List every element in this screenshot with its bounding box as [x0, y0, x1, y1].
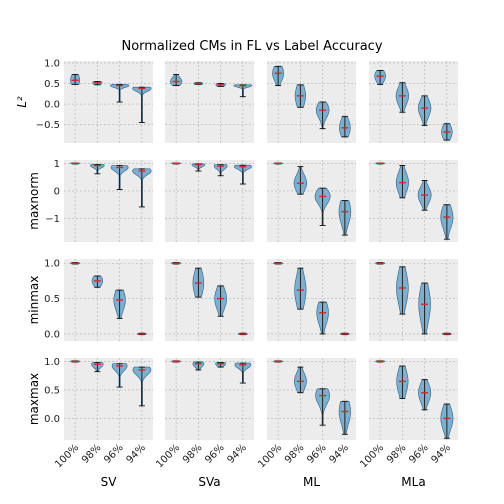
panel-background [267, 358, 356, 440]
y-tick-label: 1.0 [44, 259, 60, 270]
subplot: 1.0 0.5 0.0 −0.5 [36, 59, 153, 143]
y-tick-label: 0 [54, 186, 60, 197]
subplot [267, 61, 356, 143]
y-tick-label: 0.5 [44, 385, 60, 396]
y-tick-label: 1.0 [44, 357, 60, 368]
panel-background [165, 259, 254, 341]
panel-grid: L²1.00.50.0−0.5maxnorm10−1minmax1.00.50.… [15, 59, 458, 489]
panel-background [165, 358, 254, 440]
subplot: 100%98%96%94%ML [256, 358, 356, 489]
y-axis-label: maxmax [27, 373, 41, 425]
y-tick-label: −0.5 [36, 120, 60, 131]
panel-background [369, 259, 458, 341]
subplot [369, 259, 458, 341]
y-tick-label: 0.0 [44, 329, 60, 340]
subplot: 1 0 −1 [45, 159, 153, 242]
subplot: 1.0 0.5 0.0 [44, 259, 153, 341]
panel-background [165, 160, 254, 242]
subplot [267, 160, 356, 242]
y-tick-label: 1.0 [44, 59, 60, 70]
y-tick-label: 0.0 [44, 414, 60, 425]
panel-background [64, 259, 153, 341]
column-label: ML [303, 475, 320, 489]
y-tick-label: 0.5 [44, 79, 60, 90]
y-axis-label: L² [15, 96, 29, 108]
chart-title: Normalized CMs in FL vs Label Accuracy [121, 39, 382, 54]
subplot [165, 160, 254, 242]
subplot [165, 61, 254, 143]
y-tick-label: 0.5 [44, 294, 60, 305]
y-tick-label: 1 [54, 159, 60, 170]
column-label: SVa [198, 475, 220, 489]
subplot [369, 160, 458, 242]
subplot [369, 61, 458, 143]
y-axis-label: minmax [27, 276, 41, 325]
panel-background [165, 61, 254, 143]
y-tick-label: 0.0 [44, 100, 60, 111]
column-label: MLa [401, 475, 425, 489]
panel-background [64, 61, 153, 143]
y-tick-label: −1 [45, 214, 60, 225]
column-label: SV [101, 475, 118, 489]
subplot [165, 259, 254, 341]
subplot [267, 259, 356, 341]
y-axis-label: maxnorm [27, 172, 41, 230]
panel-background [267, 259, 356, 341]
